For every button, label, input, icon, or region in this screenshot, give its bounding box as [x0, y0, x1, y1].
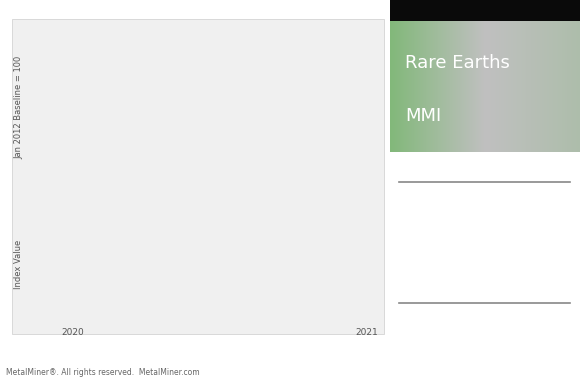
- Text: Rare Earths: Rare Earths: [405, 53, 510, 72]
- Bar: [329, 34, 378, 311]
- Text: 2020: 2020: [61, 328, 84, 337]
- Text: April to: April to: [447, 212, 490, 225]
- Text: MetalMiner®. All rights reserved.  MetalMiner.com: MetalMiner®. All rights reserved. MetalM…: [6, 368, 200, 377]
- Text: Index Value: Index Value: [14, 240, 23, 289]
- Text: May: May: [447, 239, 471, 252]
- Bar: [390, 0, 580, 21]
- Text: Down 9.8%: Down 9.8%: [447, 265, 514, 278]
- Text: MMI: MMI: [405, 106, 441, 125]
- Text: Jan 2012 Baseline = 100: Jan 2012 Baseline = 100: [14, 55, 23, 159]
- Text: 2021: 2021: [356, 328, 378, 337]
